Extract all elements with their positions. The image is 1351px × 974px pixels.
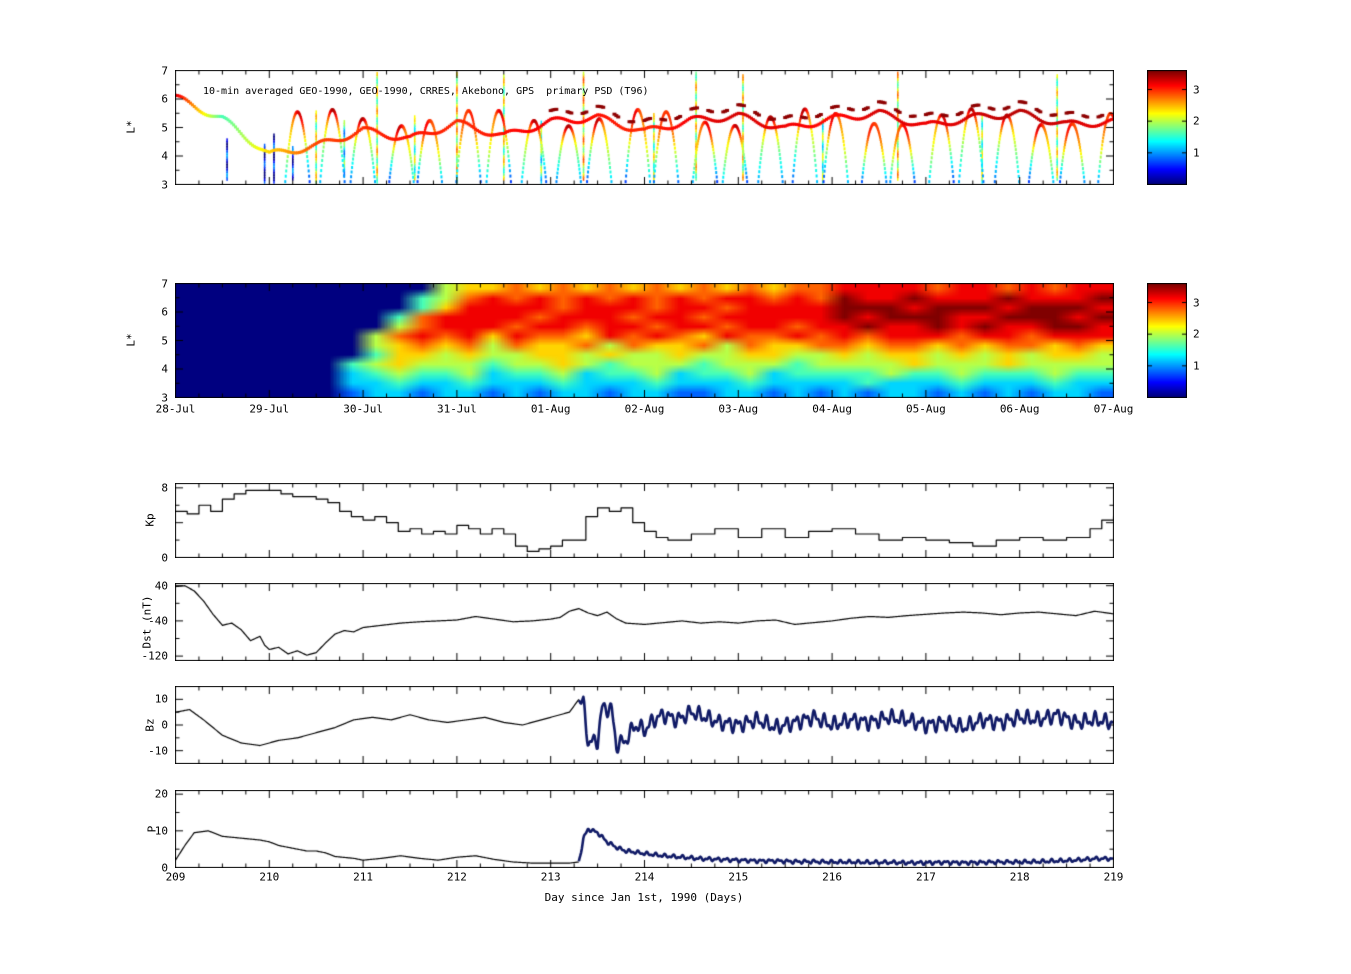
tick-label: 10 [154,692,168,706]
tick-label: 8 [161,481,168,495]
tick-label: 4 [161,362,168,376]
tick-label: 1 [1193,359,1200,373]
tick-label: 30-Jul [343,402,383,416]
ylabel-lstar-model: L* [124,333,138,347]
tick-label: 0 [161,551,168,564]
tick-label: 219 [1103,870,1124,884]
tick-label: 31-Jul [437,402,477,416]
psd-model-heatmap-canvas [175,283,1114,398]
tick-label: 218 [1009,870,1030,884]
tick-label: 3 [161,178,168,191]
tick-label: 6 [161,305,168,319]
tick-label: 4 [161,149,168,163]
tick-label: -10 [148,744,168,758]
tick-label: 5 [161,121,168,134]
tick-label: 3 [1193,296,1200,309]
tick-label: 215 [728,870,749,884]
pressure-line-canvas [175,790,1114,868]
tick-label: 01-Aug [530,402,571,416]
tick-label: 217 [915,870,936,884]
tick-label: 210 [259,870,280,884]
tick-label: 2 [1193,114,1200,128]
tick-label: 7 [161,277,168,290]
tick-label: 0 [161,861,168,874]
tick-label: 216 [822,870,843,884]
tick-label: 212 [446,870,467,884]
psd-scatter-canvas [175,70,1114,185]
model-colorbar-canvas [1147,283,1187,398]
tick-label: 10 [154,824,168,838]
tick-label: 6 [161,92,168,106]
tick-label: 1 [1193,146,1200,160]
panel1-title: 10-min averaged GEO-1990, GEO-1990, CRRE… [203,86,649,97]
tick-label: 0 [161,718,168,732]
tick-label: 02-Aug [624,402,665,416]
tick-label: 209 [165,870,186,884]
tick-label: 7 [161,64,168,77]
psd-colorbar-canvas [1147,70,1187,185]
tick-label: 28-Jul [155,402,196,416]
tick-label: 211 [353,870,374,884]
dst-line-canvas [175,583,1114,661]
bz-line-canvas [175,686,1114,764]
tick-label: 3 [161,391,168,404]
tick-label: -40 [148,614,168,628]
tick-label: 214 [634,870,655,884]
ylabel-bz: Bz [143,718,157,732]
tick-label: 03-Aug [718,402,759,416]
kp-line-canvas [175,483,1114,558]
tick-label: 3 [1193,83,1200,96]
ylabel-lstar-observed: L* [124,120,138,134]
tick-label: 05-Aug [906,402,946,416]
x-axis-label: Day since Jan 1st, 1990 (Days) [544,891,744,904]
tick-label: 213 [540,870,561,884]
tick-label: 2 [1193,327,1200,341]
tick-label: 40 [154,579,168,593]
tick-label: 29-Jul [249,402,290,416]
tick-label: 07-Aug [1093,402,1134,416]
ylabel-kp: Kp [143,513,157,527]
tick-label: 06-Aug [999,402,1040,416]
tick-label: 20 [154,787,168,801]
tick-label: 5 [161,334,168,347]
tick-label: -120 [141,649,169,663]
tick-label: 04-Aug [812,402,852,416]
